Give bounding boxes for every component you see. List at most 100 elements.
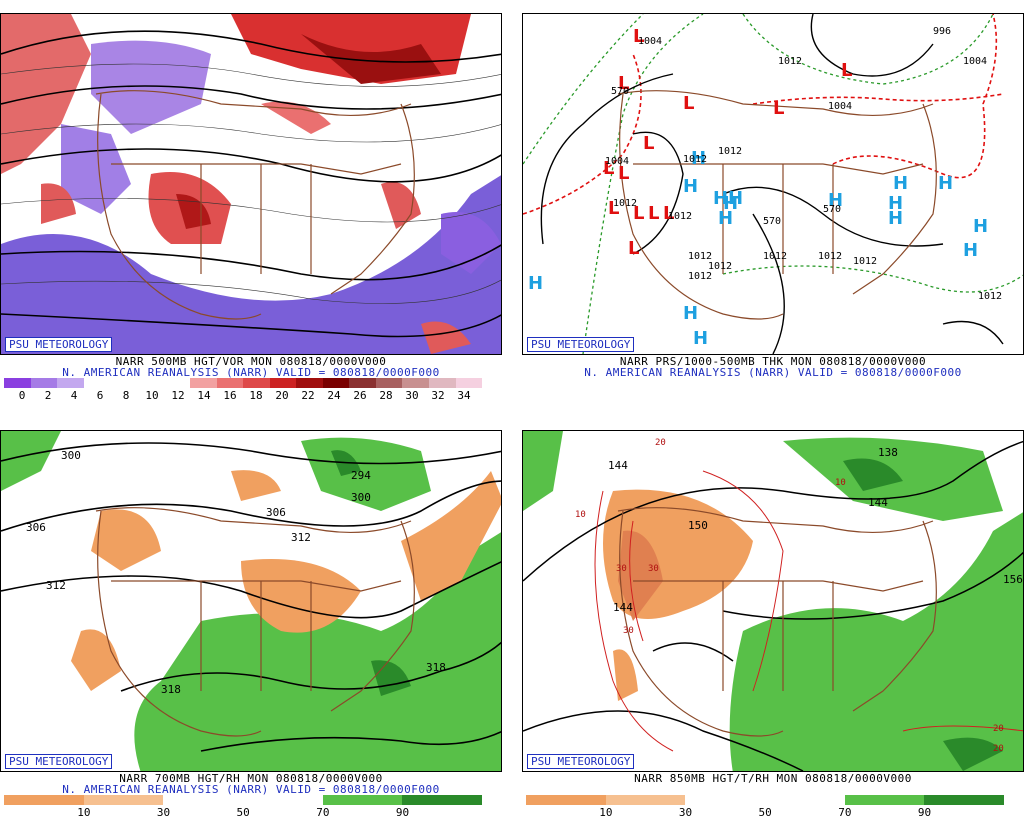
isobar-label: 1012 [853,256,877,267]
isobar-label: 1012 [818,251,842,262]
colorbar-tick-label: 30 [405,389,419,402]
contour-label: 150 [688,519,708,532]
colorbar-swatch [57,378,84,388]
colorbar-tick-label: 30 [156,806,171,819]
map-850mb-graphic: 144 150 156 144 138 144 20 10 10 30 30 30 20 20 [523,431,1023,771]
psu-meteorology-badge: PSU METEOROLOGY [5,754,113,769]
contour-label: 300 [351,491,371,504]
colorbar-tick-label: 12 [171,389,185,402]
map-700mb: 300 306 312 318 294 300 306 312 318 PSU METEOROL… [0,430,502,772]
high-pressure-marker: H [828,190,843,211]
colorbar-tick-label: 30 [678,806,693,819]
high-pressure-marker: H [718,208,733,229]
colorbar-tick-label: 4 [70,389,78,402]
isobar-label: 1012 [688,271,712,282]
colorbar-swatch [844,795,925,805]
contour-label: 306 [26,521,46,534]
low-pressure-marker: L [633,26,644,47]
panel-700mb-rh: 300 306 312 318 294 300 306 312 318 PSU METEOROL… [0,418,502,819]
temperature-label: 30 [623,626,634,636]
colorbar-swatch [429,378,456,388]
temperature-label: 30 [648,564,659,574]
map-700mb-graphic: 300 306 312 318 294 300 306 312 318 [1,431,501,771]
rh-colorbar [526,795,1005,805]
colorbar-swatch [163,378,190,388]
low-pressure-marker: L [618,73,629,94]
colorbar-swatch [296,378,323,388]
colorbar-swatch [685,795,766,805]
colorbar-swatch [189,378,217,388]
colorbar-tick-label: 50 [758,806,772,819]
temperature-label: 20 [655,438,666,448]
low-pressure-marker: L [633,203,644,224]
high-pressure-marker: H [893,173,908,194]
high-pressure-marker: H [723,193,738,214]
colorbar-swatch [765,795,845,805]
isobar-label: 1012 [708,261,732,272]
colorbar-swatch [269,378,297,388]
colorbar-swatch [605,795,686,805]
low-pressure-marker: L [663,203,674,224]
isobar-label: 1012 [613,198,637,209]
rh-colorbar [4,795,483,805]
temperature-label: 10 [575,510,586,520]
colorbar-tick-label: 90 [917,806,932,819]
colorbar-tick-label: 10 [599,806,613,819]
colorbar-swatch [243,795,323,805]
colorbar-tick-label: 34 [457,389,471,402]
colorbar-tick-label: 50 [236,806,250,819]
colorbar-swatch [375,378,403,388]
high-pressure-marker: H [713,188,728,209]
isobar-label: 570 [763,216,781,227]
colorbar-swatch [30,378,58,388]
rh-colorbar-ticks: 10 30 50 70 90 [526,806,1004,819]
colorbar-swatch [243,378,270,388]
colorbar-tick-label: 14 [197,389,211,402]
colorbar-swatch [402,795,483,805]
colorbar-tick-label: 22 [301,389,315,402]
contour-label: 312 [46,579,66,592]
psu-meteorology-badge: PSU METEOROLOGY [527,754,635,769]
panel-title: NARR 700MB HGT/RH MON 080818/0000V000 [119,772,383,785]
low-pressure-marker: L [608,198,619,219]
colorbar-tick-label: 90 [395,806,410,819]
isobar-label: 1012 [688,251,712,262]
colorbar-tick-label: 8 [122,389,130,402]
colorbar-tick-label: 10 [145,389,159,402]
isobar-label: 1004 [963,56,987,67]
panel-subtitle: N. AMERICAN REANALYSIS (NARR) VALID = 08… [584,366,962,379]
low-pressure-marker: L [841,60,852,81]
high-pressure-marker: H [963,240,978,261]
contour-label: 312 [291,531,311,544]
contour-label: 156 [1003,573,1023,586]
temperature-label: 20 [993,744,1004,754]
isobar-label: 1012 [683,154,707,165]
temperature-label: 10 [835,478,846,488]
isobar-label: 1012 [978,291,1002,302]
contour-label: 144 [608,459,628,472]
colorbar-swatch [402,378,429,388]
colorbar-tick-label: 16 [223,389,237,402]
colorbar-tick-label: 70 [838,806,852,819]
contour-label: 138 [878,446,898,459]
psu-meteorology-badge: PSU METEOROLOGY [5,337,113,352]
isobar-label: 1004 [828,101,852,112]
isobar-label: 1004 [638,36,662,47]
psu-meteorology-badge: PSU METEOROLOGY [527,337,635,352]
high-pressure-marker: H [683,176,698,197]
colorbar-swatch [136,378,164,388]
contour-label: 294 [351,469,371,482]
high-pressure-marker: H [728,188,743,209]
low-pressure-marker: L [683,93,694,114]
high-pressure-marker: H [693,328,708,349]
high-pressure-marker: H [888,208,903,229]
colorbar-swatch [349,378,376,388]
colorbar-swatch [322,378,350,388]
colorbar-tick-label: 24 [327,389,341,402]
isobar-label: 1012 [718,146,742,157]
colorbar-tick-label: 32 [431,389,445,402]
temperature-label: 30 [616,564,627,574]
panel-subtitle: N. AMERICAN REANALYSIS (NARR) VALID = 08… [62,366,440,379]
